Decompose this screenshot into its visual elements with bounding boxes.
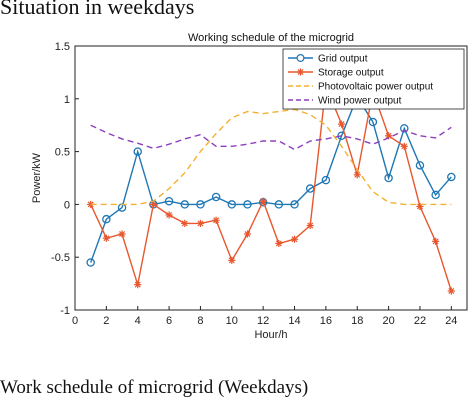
grid-output-point: [102, 214, 111, 224]
x-tick-label: 16: [320, 315, 332, 327]
storage-output-point: [447, 287, 455, 295]
storage-output-point: [337, 120, 346, 128]
storage-output-point: [181, 219, 189, 228]
grid-output-point: [133, 147, 142, 156]
legend-label: Photovoltaic power output: [318, 82, 433, 93]
x-tick-label: 4: [135, 315, 141, 327]
series-group: [86, 82, 456, 295]
grid-output-point: [400, 124, 409, 133]
grid-output-point: [164, 196, 174, 206]
x-tick-label: 24: [445, 315, 457, 327]
storage-output-point: [134, 281, 142, 289]
grid-output-point: [211, 192, 221, 202]
legend-box: [282, 48, 465, 110]
legend: Grid output Storage output Photovoltaic po…: [282, 48, 465, 110]
grid-output-point: [415, 161, 425, 170]
x-tick-label: 8: [197, 315, 203, 327]
caption-figure: Work schedule of microgrid (Weekdays): [0, 377, 309, 398]
x-tick-label: 20: [382, 315, 394, 327]
storage-output-point: [87, 200, 95, 208]
storage-output-legend-marker: [296, 68, 305, 76]
x-tick-label: 14: [288, 315, 300, 327]
x-tick-label: 22: [414, 315, 426, 327]
grid-output-point: [180, 200, 190, 209]
grid-output-point: [431, 190, 440, 200]
storage-output-point: [165, 211, 173, 219]
storage-output-point: [243, 230, 252, 238]
storage-output-point: [400, 142, 408, 150]
axis-ticks: 0 2 4 6 8 10 12 14 16 18 20 22 24-1-0.500.511.5: [51, 41, 457, 327]
wind-power-output-line: [90, 124, 452, 151]
legend-label: Grid output: [318, 54, 368, 65]
x-axis-label: Hour/h: [254, 329, 287, 341]
legend-label: Wind power output: [318, 96, 402, 107]
x-tick-label: 2: [103, 315, 109, 327]
photovoltaic-power-output-line: [90, 108, 452, 206]
grid-output-point: [290, 200, 299, 209]
grid-output-point: [227, 200, 237, 209]
x-tick-label: 6: [166, 315, 172, 327]
caption-situation: Situation in weekdays: [0, 0, 195, 19]
x-tick-label: 12: [257, 315, 269, 327]
storage-output-point: [149, 200, 157, 208]
x-tick-label: 18: [351, 315, 363, 327]
y-tick-label: 0: [64, 199, 70, 211]
storage-output-point: [102, 234, 110, 242]
y-axis-label: Power/kW: [31, 152, 43, 203]
storage-output-line: [90, 85, 452, 292]
x-tick-label: 10: [226, 315, 238, 327]
grid-output-point: [274, 200, 284, 209]
x-tick-label: 0: [72, 315, 78, 327]
chart-title: Working schedule of the microgrid: [188, 32, 354, 44]
grid-output-point: [447, 172, 456, 182]
y-tick-label: 1: [64, 94, 70, 106]
grid-output-point: [384, 173, 393, 183]
grid-output-point: [196, 200, 205, 209]
grid-output-point: [321, 175, 331, 185]
grid-output-line: [90, 95, 452, 263]
storage-output-point: [212, 216, 220, 224]
y-tick-label: -0.5: [51, 252, 70, 264]
storage-output-point: [432, 237, 440, 245]
y-tick-label: 1.5: [55, 41, 70, 53]
storage-output-point: [306, 221, 314, 230]
legend-label: Storage output: [318, 68, 384, 79]
grid-output-legend-marker: [296, 53, 305, 62]
storage-output-point: [196, 219, 205, 228]
storage-output-point: [118, 230, 126, 238]
storage-output-point: [259, 197, 267, 205]
y-tick-label: 0.5: [55, 147, 70, 159]
grid-output-point: [368, 117, 378, 127]
grid-output-point: [243, 200, 252, 209]
storage-output-point: [290, 235, 299, 243]
storage-output-point: [275, 239, 283, 248]
plot-frame: [74, 45, 468, 311]
storage-output-point: [228, 256, 236, 264]
grid-output-point: [86, 258, 95, 267]
y-tick-label: -1: [60, 305, 70, 317]
